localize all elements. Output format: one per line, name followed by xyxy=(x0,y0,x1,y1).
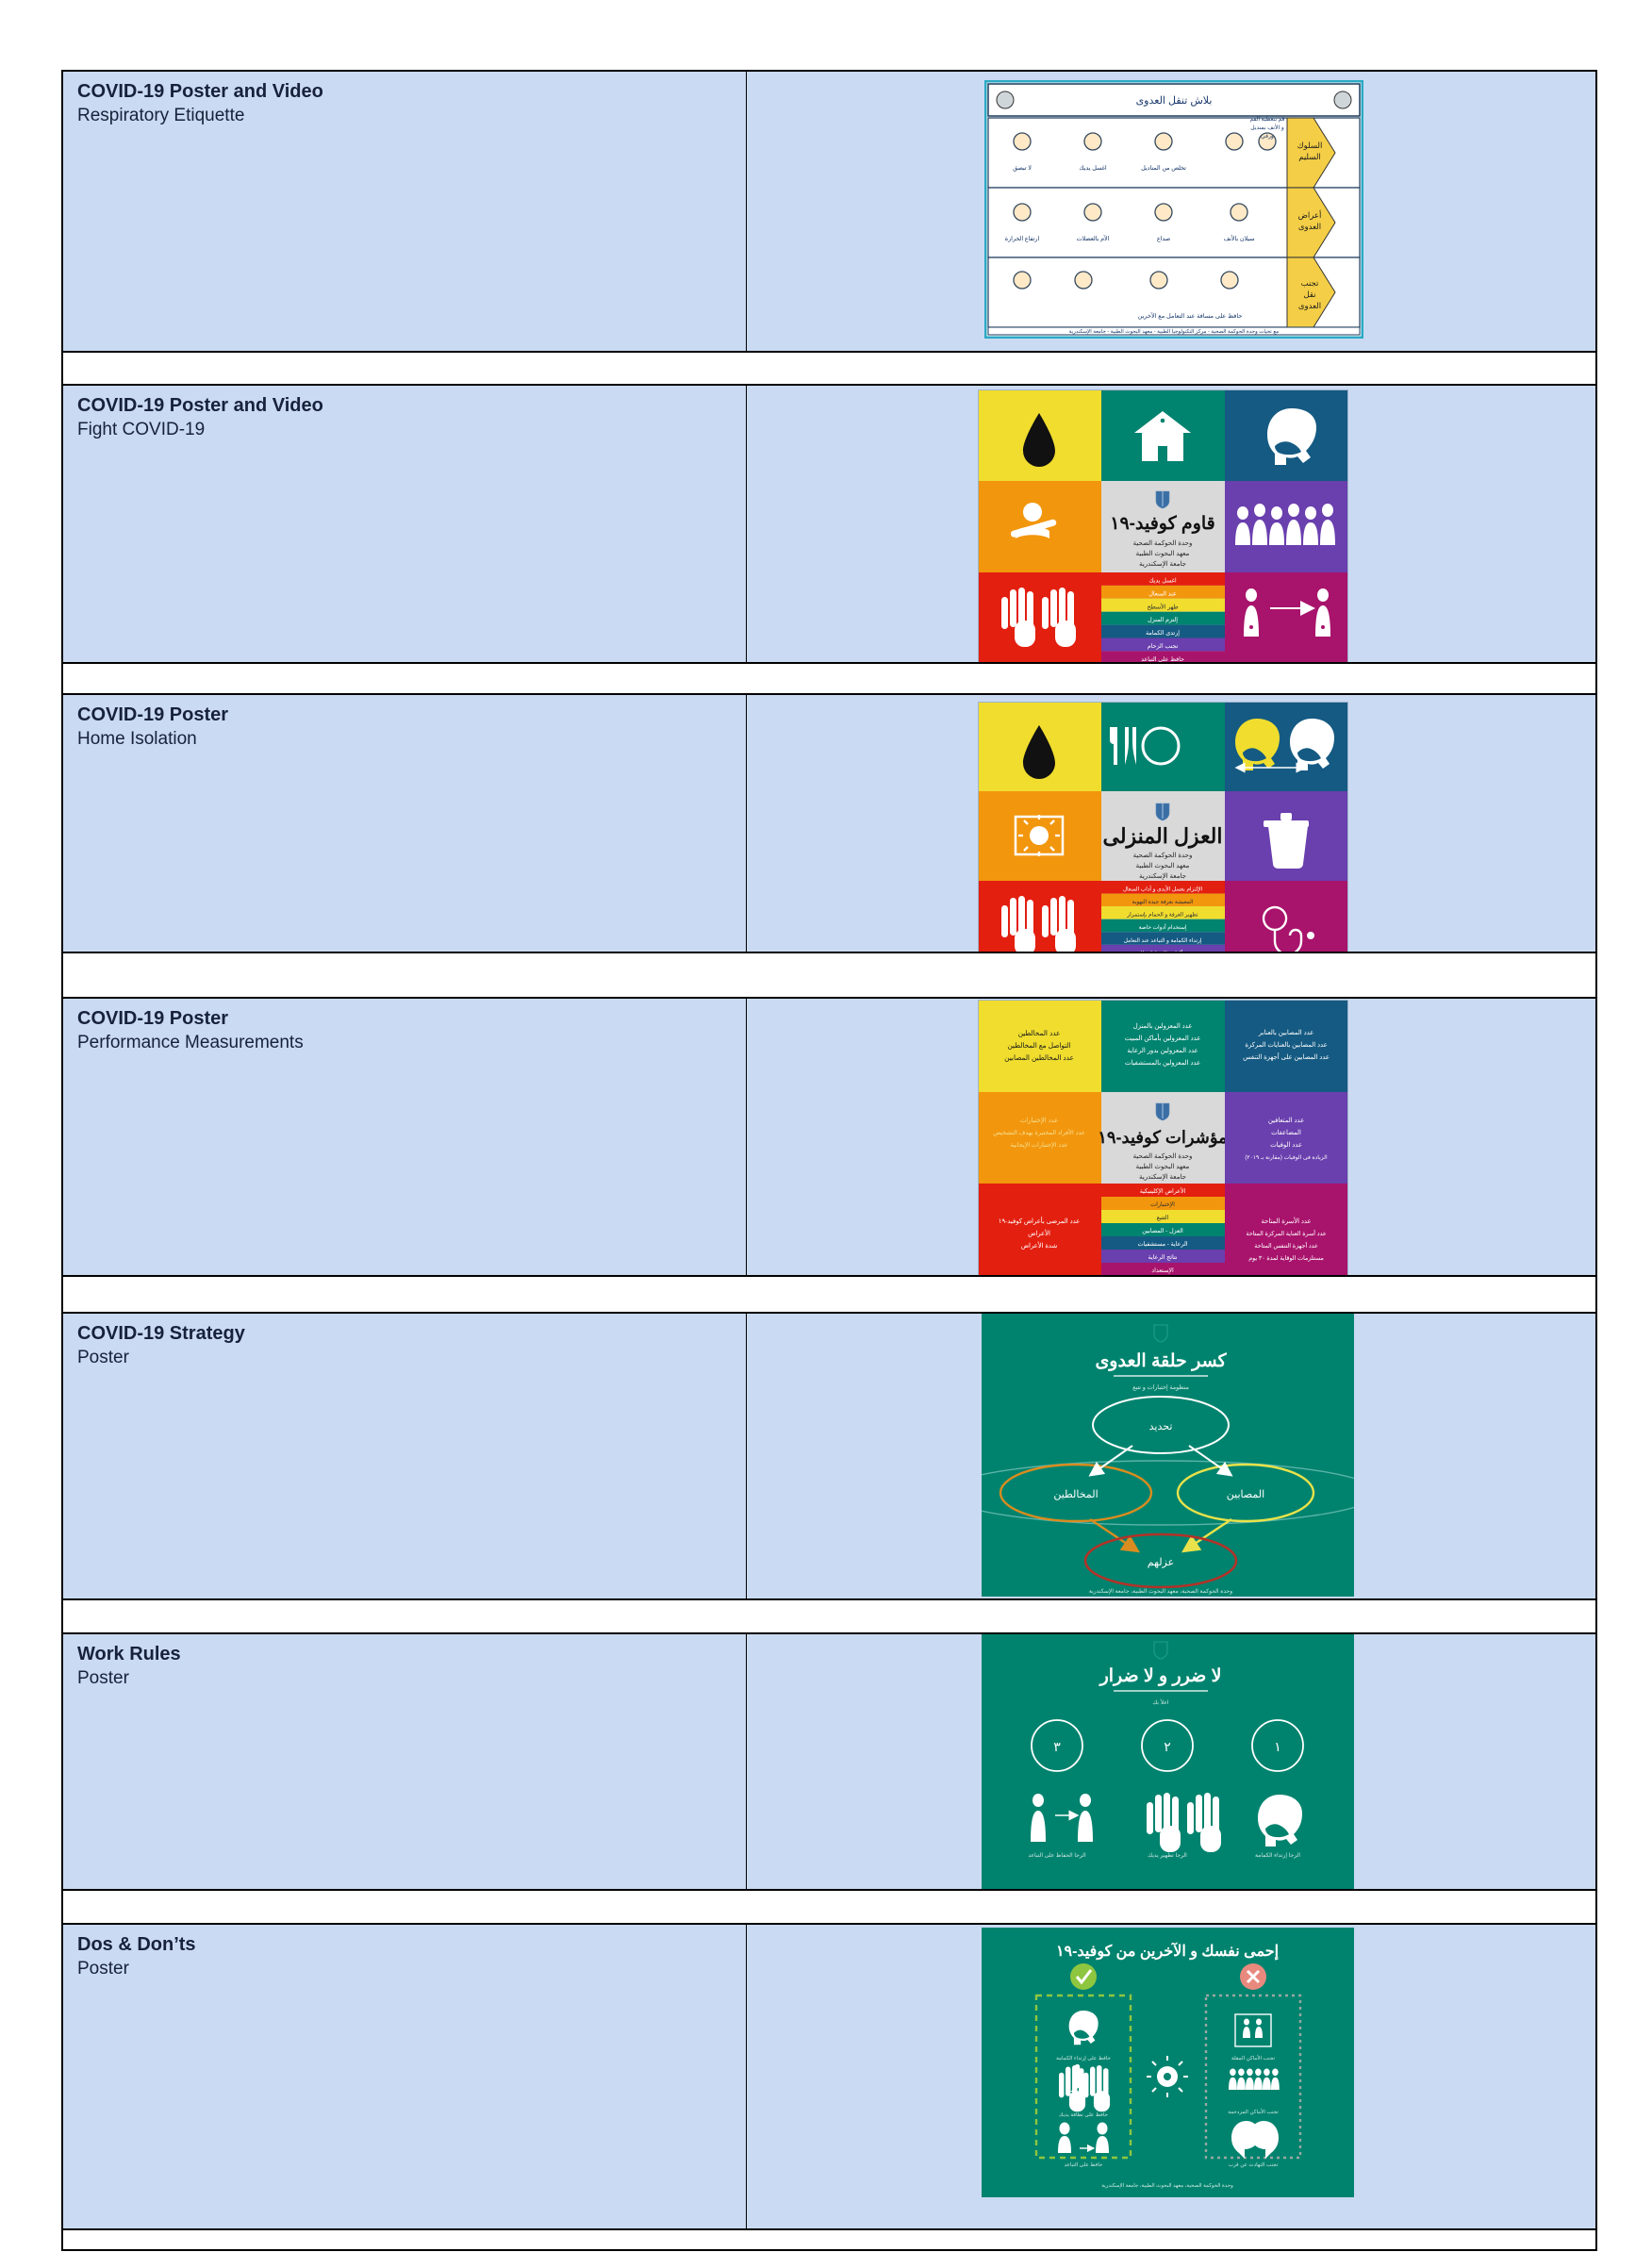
svg-text:عدد أسرة العناية المركزة المتا: عدد أسرة العناية المركزة المتاحة xyxy=(1246,1229,1326,1237)
svg-text:تجنب الزحام: تجنب الزحام xyxy=(1148,643,1179,650)
svg-text:تجنب التهادث عن قرب: تجنب التهادث عن قرب xyxy=(1229,2161,1279,2168)
svg-text:كسر حلقة العدوى: كسر حلقة العدوى xyxy=(1095,1351,1227,1371)
svg-text:مستلزمات الوقاية لمدة ٣٠ يوم: مستلزمات الوقاية لمدة ٣٠ يوم xyxy=(1248,1255,1323,1262)
svg-text:معهد البحوث الطبية: معهد البحوث الطبية xyxy=(1136,1163,1190,1170)
svg-text:قم بتغطية الفم: قم بتغطية الفم xyxy=(1249,116,1284,123)
svg-text:وحدة الحوكمة الصحية: وحدة الحوكمة الصحية xyxy=(1133,1152,1193,1160)
svg-text:السليم: السليم xyxy=(1298,152,1321,162)
svg-text:لا ضرر و لا ضرار: لا ضرر و لا ضرار xyxy=(1099,1666,1222,1686)
svg-text:عدد المصابين بالعنابر: عدد المصابين بالعنابر xyxy=(1258,1029,1313,1036)
svg-text:تخلص من المناديل: تخلص من المناديل xyxy=(1141,165,1186,172)
svg-text:الإستعداد: الإستعداد xyxy=(1151,1267,1174,1274)
svg-text:عدد الوفيات: عدد الوفيات xyxy=(1270,1141,1302,1149)
svg-text:تطهير الغرفة و الحمام بإستمرار: تطهير الغرفة و الحمام بإستمرار xyxy=(1126,912,1198,919)
svg-text:عدد المتعافين: عدد المتعافين xyxy=(1268,1117,1304,1124)
svg-text:إرتداء الكمامة و التباعد عند ا: إرتداء الكمامة و التباعد عند التعامل xyxy=(1124,937,1202,944)
svg-text:نتائج الرعاية: نتائج الرعاية xyxy=(1148,1254,1177,1261)
svg-text:ورقي: ورقي xyxy=(1261,134,1274,140)
svg-text:العزل المنزلى: العزل المنزلى xyxy=(1102,824,1222,849)
svg-text:عند السعال: عند السعال xyxy=(1148,590,1177,597)
svg-text:وحدة الحوكمة الصحية، معهد البح: وحدة الحوكمة الصحية، معهد البحوث الطبية،… xyxy=(1101,2182,1233,2189)
svg-text:جامعة الإسكندرية: جامعة الإسكندرية xyxy=(1139,1173,1186,1181)
svg-text:تجنب: تجنب xyxy=(1301,278,1319,288)
svg-text:قاوم كوفيد-١٩: قاوم كوفيد-١٩ xyxy=(1110,514,1215,534)
svg-text:عدد المعزولين بدور الرعاية: عدد المعزولين بدور الرعاية xyxy=(1127,1047,1198,1054)
svg-text:عدد الإختبارات الإيجابية: عدد الإختبارات الإيجابية xyxy=(1010,1141,1067,1149)
svg-text:حافظ على التباعد: حافظ على التباعد xyxy=(1065,2161,1103,2168)
svg-text:المخالطين: المخالطين xyxy=(1053,1489,1098,1500)
svg-text:أعراض: أعراض xyxy=(1298,208,1322,221)
svg-text:طهر الأسطح: طهر الأسطح xyxy=(1148,602,1179,610)
svg-text:بلاش تنقل العدوى: بلاش تنقل العدوى xyxy=(1136,95,1213,107)
svg-text:الرعاية - مستشفيات: الرعاية - مستشفيات xyxy=(1138,1241,1188,1248)
svg-text:معهد البحوث الطبية: معهد البحوث الطبية xyxy=(1136,862,1190,869)
svg-text:سيلان بالأنف: سيلان بالأنف xyxy=(1224,234,1255,242)
svg-text:التتبع: التتبع xyxy=(1157,1215,1169,1221)
svg-text:حافظ على مسافة عند التعامل مع: حافظ على مسافة عند التعامل مع الآخرين xyxy=(1138,311,1243,320)
svg-text:المصابين: المصابين xyxy=(1227,1489,1264,1500)
svg-text:٣: ٣ xyxy=(1053,1739,1061,1754)
svg-text:لا تبصق: لا تبصق xyxy=(1013,165,1032,172)
svg-text:حافظ على نظافة يديك: حافظ على نظافة يديك xyxy=(1059,2111,1108,2118)
svg-text:الرجا إرتداء الكمامة: الرجا إرتداء الكمامة xyxy=(1255,1852,1300,1859)
svg-text:الأعراض الإكلينيكية: الأعراض الإكلينيكية xyxy=(1140,1186,1186,1195)
svg-text:١: ١ xyxy=(1274,1739,1281,1754)
svg-text:العدوى: العدوى xyxy=(1298,301,1321,311)
svg-text:عدد أجهزة التنفس المتاحة: عدد أجهزة التنفس المتاحة xyxy=(1254,1241,1318,1250)
svg-text:الآم بالعضلات: الآم بالعضلات xyxy=(1077,235,1110,242)
svg-text:مع تحيات وحدة الحوكمة الصحية -: مع تحيات وحدة الحوكمة الصحية - مركز التك… xyxy=(1069,328,1280,335)
svg-text:ارتفاع الحرارة: ارتفاع الحرارة xyxy=(1005,236,1040,242)
svg-text:تحديد: تحديد xyxy=(1149,1421,1173,1432)
svg-text:الرجا الحفاظ على التباعد: الرجا الحفاظ على التباعد xyxy=(1028,1852,1086,1859)
svg-text:الإختبارات: الإختبارات xyxy=(1150,1201,1175,1208)
svg-text:منظومة إختبارات و تتبع: منظومة إختبارات و تتبع xyxy=(1132,1384,1189,1391)
svg-text:إحمى نفسك و الآخرين من كوفيد-١: إحمى نفسك و الآخرين من كوفيد-١٩ xyxy=(1056,1942,1279,1961)
svg-text:وحدة الحوكمة الصحية: وحدة الحوكمة الصحية xyxy=(1133,852,1193,859)
svg-text:٢: ٢ xyxy=(1164,1739,1171,1754)
svg-text:صداع: صداع xyxy=(1157,236,1170,242)
svg-text:وحدة الحوكمة الصحية، معهد البح: وحدة الحوكمة الصحية، معهد البحوث الطبية،… xyxy=(1089,1588,1232,1595)
svg-text:عدد المخالطين: عدد المخالطين xyxy=(1018,1029,1061,1037)
svg-text:إلتزم المنزل: إلتزم المنزل xyxy=(1148,617,1178,623)
svg-text:عدد المخالطين المصابين: عدد المخالطين المصابين xyxy=(1004,1053,1074,1062)
svg-text:عدد الإختبارات: عدد الإختبارات xyxy=(1020,1117,1058,1124)
svg-text:عدد المصابين بالعنايات المركزة: عدد المصابين بالعنايات المركزة xyxy=(1245,1041,1327,1049)
svg-text:عدد المعزولين بالمستشفيات: عدد المعزولين بالمستشفيات xyxy=(1125,1059,1200,1067)
svg-text:الزيادة فى الوفيات (مقارنة بـ: الزيادة فى الوفيات (مقارنة بـ ٢٠١٩) xyxy=(1245,1154,1328,1161)
svg-text:حافظ على التباعد: حافظ على التباعد xyxy=(1141,656,1184,662)
svg-text:إرتدى الكمامة: إرتدى الكمامة xyxy=(1146,630,1180,637)
svg-text:نقل: نقل xyxy=(1303,290,1315,299)
svg-text:الرجا تطهير يديك: الرجا تطهير يديك xyxy=(1148,1852,1187,1859)
svg-text:جامعة الإسكندرية: جامعة الإسكندرية xyxy=(1139,560,1186,568)
svg-text:المعيشة بغرفة جيدة التهوية: المعيشة بغرفة جيدة التهوية xyxy=(1132,899,1194,905)
svg-text:عزلهم: عزلهم xyxy=(1148,1557,1174,1568)
svg-text:جامعة الإسكندرية: جامعة الإسكندرية xyxy=(1139,872,1186,880)
svg-text:عدد المعزولين بالمنزل: عدد المعزولين بالمنزل xyxy=(1133,1022,1193,1030)
svg-text:التواصل مع المخالطين: التواصل مع المخالطين xyxy=(1007,1041,1070,1050)
svg-text:اغسل يديك: اغسل يديك xyxy=(1148,578,1177,585)
svg-text:السلوك: السلوك xyxy=(1297,141,1323,151)
svg-text:العدوى: العدوى xyxy=(1298,222,1321,232)
svg-text:حافظ على إرتداء الكمامة: حافظ على إرتداء الكمامة xyxy=(1056,2055,1111,2062)
svg-text:مؤشرات كوفيد-١٩: مؤشرات كوفيد-١٩ xyxy=(1098,1128,1228,1148)
svg-text:المضاعفات: المضاعفات xyxy=(1271,1129,1301,1136)
svg-text:وحدة الحوكمة الصحية: وحدة الحوكمة الصحية xyxy=(1133,539,1193,547)
svg-text:العزل - المصابين: العزل - المصابين xyxy=(1142,1228,1183,1234)
svg-text:معهد البحوث الطبية: معهد البحوث الطبية xyxy=(1136,550,1190,557)
svg-text:اغسل يديك: اغسل يديك xyxy=(1079,165,1107,172)
